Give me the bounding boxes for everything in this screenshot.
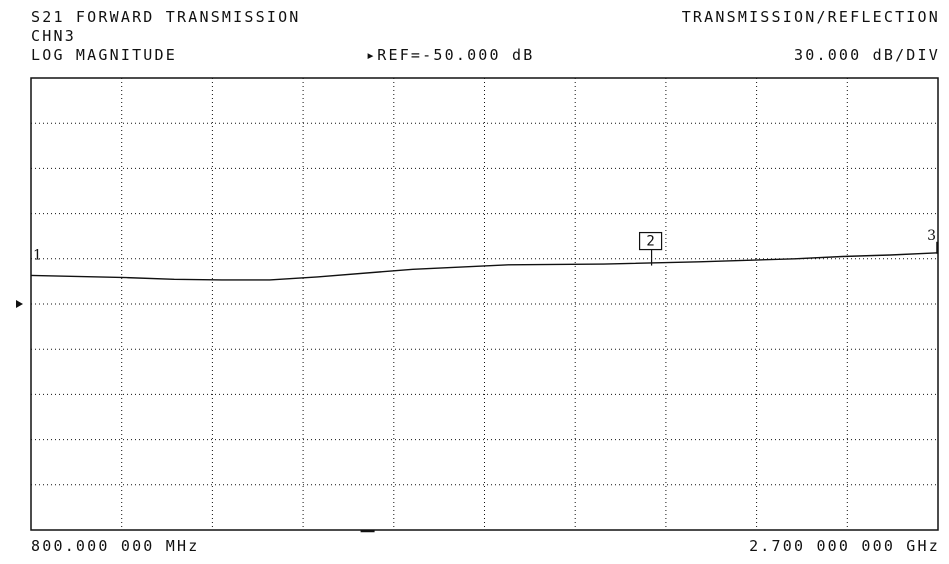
marker-1-label: 1 [33, 247, 42, 263]
scale-readout: 30.000 dB/DIV [794, 46, 940, 64]
reference-position-arrow-icon [16, 300, 23, 308]
mode-label: TRANSMISSION/REFLECTION [681, 8, 940, 26]
marker-2-box [638, 231, 663, 251]
reference-readout: ▸REF=-50.000 dB [366, 47, 534, 63]
markers: 1 2 3 [33, 228, 938, 266]
measurement-title: S21 FORWARD TRANSMISSION [31, 8, 301, 26]
reference-value: REF=-50.000 dB [377, 46, 535, 64]
trace-line [30, 252, 939, 281]
plot-frame [30, 77, 939, 531]
marker-3-label: 3 [927, 228, 936, 244]
start-frequency: 800.000 000 MHz [31, 537, 200, 555]
stop-frequency: 2.700 000 000 GHz [749, 537, 940, 555]
grid [31, 78, 938, 530]
format-label: LOG MAGNITUDE [31, 46, 177, 64]
reference-indicator-icon: ▸ [366, 46, 378, 64]
channel-label: CHN3 [31, 27, 76, 45]
marker-2-label: 2 [646, 234, 654, 250]
